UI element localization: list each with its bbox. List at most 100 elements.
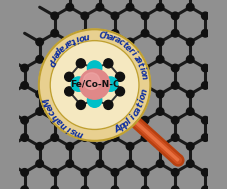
Text: r: r	[48, 53, 58, 62]
Text: l: l	[125, 117, 134, 125]
Text: p: p	[117, 121, 127, 132]
Text: n: n	[82, 31, 90, 41]
Circle shape	[202, 134, 209, 141]
Text: o: o	[77, 32, 86, 42]
Circle shape	[81, 116, 89, 124]
Circle shape	[186, 108, 194, 115]
Circle shape	[65, 87, 74, 96]
Circle shape	[171, 12, 179, 20]
Circle shape	[6, 160, 13, 167]
Text: i: i	[74, 33, 80, 43]
Circle shape	[36, 38, 43, 46]
Circle shape	[141, 116, 149, 124]
Text: h: h	[102, 31, 109, 41]
Circle shape	[81, 169, 89, 176]
Circle shape	[104, 100, 113, 109]
Circle shape	[83, 73, 100, 89]
Circle shape	[141, 186, 149, 189]
Circle shape	[6, 90, 13, 98]
Circle shape	[21, 169, 28, 176]
Circle shape	[66, 108, 74, 115]
Circle shape	[186, 143, 194, 150]
Circle shape	[202, 116, 209, 124]
Text: P: P	[45, 57, 56, 67]
Circle shape	[104, 59, 113, 68]
Circle shape	[36, 56, 43, 63]
Text: s: s	[70, 125, 78, 136]
Circle shape	[202, 29, 209, 37]
Text: r: r	[61, 40, 69, 49]
Circle shape	[126, 56, 134, 63]
Circle shape	[171, 134, 179, 141]
Circle shape	[81, 186, 89, 189]
Text: m: m	[74, 127, 85, 138]
Text: r: r	[126, 46, 136, 55]
Circle shape	[111, 64, 119, 72]
Circle shape	[66, 56, 74, 63]
Text: a: a	[133, 56, 143, 65]
Circle shape	[111, 29, 119, 37]
Text: t: t	[135, 61, 145, 68]
Circle shape	[51, 12, 59, 20]
Circle shape	[111, 134, 119, 141]
Circle shape	[116, 87, 125, 96]
Circle shape	[66, 143, 74, 150]
Text: n: n	[59, 119, 69, 130]
Circle shape	[126, 108, 134, 115]
Circle shape	[81, 134, 89, 141]
Circle shape	[87, 61, 102, 75]
Circle shape	[141, 169, 149, 176]
Circle shape	[171, 82, 179, 89]
Circle shape	[111, 169, 119, 176]
Text: i: i	[129, 50, 138, 58]
Circle shape	[21, 82, 28, 89]
Text: M: M	[42, 97, 53, 108]
Text: t: t	[135, 102, 145, 109]
Circle shape	[21, 116, 28, 124]
Polygon shape	[135, 122, 179, 161]
Circle shape	[76, 59, 85, 68]
Polygon shape	[134, 120, 180, 163]
Circle shape	[111, 186, 119, 189]
Circle shape	[96, 90, 104, 98]
Circle shape	[50, 41, 139, 129]
Circle shape	[66, 38, 74, 46]
Circle shape	[51, 116, 59, 124]
Circle shape	[141, 134, 149, 141]
Circle shape	[173, 155, 184, 166]
Text: e: e	[44, 103, 55, 112]
Text: i: i	[128, 113, 137, 122]
Text: a: a	[54, 116, 65, 126]
Circle shape	[126, 160, 134, 167]
Circle shape	[81, 82, 89, 89]
Text: A: A	[113, 124, 123, 135]
Circle shape	[96, 143, 104, 150]
Circle shape	[51, 29, 59, 37]
Text: c: c	[117, 37, 126, 48]
Text: a: a	[57, 42, 67, 53]
Circle shape	[21, 134, 28, 141]
Circle shape	[141, 29, 149, 37]
Circle shape	[202, 82, 209, 89]
Circle shape	[186, 56, 194, 63]
Text: p: p	[53, 45, 64, 56]
Text: h: h	[51, 112, 61, 122]
Circle shape	[202, 64, 209, 72]
Circle shape	[141, 64, 149, 72]
Text: i: i	[65, 123, 72, 133]
Circle shape	[21, 64, 28, 72]
Circle shape	[51, 186, 59, 189]
Circle shape	[141, 12, 149, 20]
Circle shape	[51, 134, 59, 141]
Circle shape	[186, 160, 194, 167]
Polygon shape	[132, 118, 182, 164]
Circle shape	[81, 64, 89, 72]
Circle shape	[156, 3, 164, 11]
Circle shape	[66, 3, 74, 11]
Circle shape	[171, 29, 179, 37]
Circle shape	[126, 90, 134, 98]
Circle shape	[202, 186, 209, 189]
Circle shape	[36, 143, 43, 150]
Circle shape	[81, 12, 89, 20]
Circle shape	[66, 160, 74, 167]
